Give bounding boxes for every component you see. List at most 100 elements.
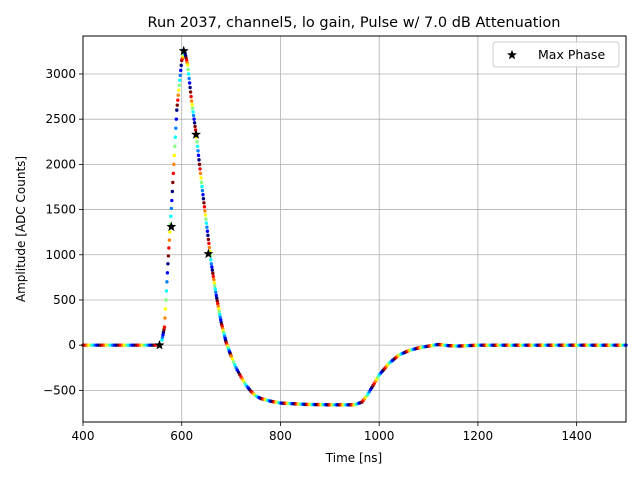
x-tick-label: 800 — [269, 429, 292, 443]
waveform-point — [191, 113, 196, 118]
waveform-point — [174, 126, 178, 130]
waveform-point — [207, 245, 212, 250]
x-tick-label: 600 — [170, 429, 193, 443]
waveform-point — [170, 198, 174, 203]
waveform-point — [204, 217, 208, 221]
waveform-point — [176, 93, 180, 97]
waveform-point — [233, 363, 237, 367]
waveform-point — [171, 171, 176, 176]
max-phase-star — [166, 221, 177, 231]
x-axis-label: Time [ns] — [325, 451, 382, 465]
y-tick-label: −500 — [43, 383, 76, 397]
waveform-point — [215, 299, 219, 303]
chart-title: Run 2037, channel5, lo gain, Pulse w/ 7.… — [148, 15, 561, 31]
x-tick-label: 1000 — [364, 429, 395, 443]
waveform-point — [198, 167, 202, 171]
waveform-point — [230, 357, 235, 361]
waveform-point — [168, 230, 172, 234]
waveform-point — [162, 325, 167, 329]
waveform-point — [160, 338, 164, 342]
waveform-point — [206, 233, 210, 238]
max-phase-star — [203, 248, 214, 259]
waveform-point — [172, 162, 176, 167]
waveform-point — [172, 153, 177, 158]
waveform-point — [216, 304, 220, 308]
waveform-point — [213, 287, 217, 291]
x-tick-label: 400 — [72, 429, 95, 443]
waveform-point — [217, 310, 221, 314]
waveform-point — [169, 206, 174, 211]
waveform-point — [229, 354, 233, 358]
waveform-point — [192, 121, 197, 125]
waveform-point — [189, 94, 193, 99]
waveform-point — [189, 99, 194, 103]
max-phase-markers — [154, 45, 214, 350]
waveform-point — [205, 225, 209, 229]
legend-star-icon — [507, 49, 517, 60]
waveform-point — [209, 262, 214, 266]
legend: Max Phase — [492, 41, 620, 68]
waveform-point — [167, 238, 172, 242]
waveform-point — [231, 360, 236, 364]
waveform-point — [192, 117, 196, 121]
waveform-point — [166, 254, 171, 258]
y-tick-label: 500 — [53, 293, 76, 307]
waveform-point — [218, 315, 222, 319]
waveform-point — [204, 221, 209, 225]
waveform-point — [167, 246, 171, 250]
waveform-point — [176, 98, 180, 102]
waveform-point — [215, 296, 219, 300]
waveform-point — [195, 140, 199, 144]
x-tick-label: 1400 — [561, 429, 592, 443]
waveform-point — [210, 268, 215, 272]
waveform-point — [190, 106, 195, 111]
waveform-point — [195, 144, 200, 148]
waveform-point — [188, 85, 192, 90]
waveform-point — [216, 301, 220, 306]
waveform-point — [196, 149, 200, 153]
waveform-point — [202, 201, 206, 205]
x-axis-ticks: 400 600 800 1000 1200 1400 — [72, 422, 592, 443]
waveform-point — [186, 72, 191, 76]
y-tick-label: 1000 — [45, 248, 76, 262]
waveform-point — [211, 274, 216, 279]
waveform-point — [219, 318, 223, 322]
waveform-point — [171, 180, 175, 185]
waveform-point — [199, 176, 203, 180]
legend-box — [492, 41, 620, 68]
waveform-point — [187, 81, 192, 85]
waveform-point — [200, 188, 205, 193]
legend-label-max-phase: Max Phase — [538, 47, 605, 62]
waveform-series — [81, 49, 628, 407]
waveform-point — [199, 180, 204, 185]
waveform-point — [191, 110, 195, 114]
waveform-point — [160, 335, 165, 340]
waveform-point — [214, 293, 218, 298]
waveform-point — [213, 284, 217, 288]
waveform-point — [209, 258, 213, 262]
max-phase-star — [191, 129, 201, 139]
waveform-point — [173, 144, 177, 148]
waveform-point — [177, 83, 181, 87]
waveform-point — [178, 78, 182, 83]
waveform-point — [207, 241, 211, 246]
max-phase-star — [154, 339, 165, 350]
waveform-point — [177, 88, 181, 92]
waveform-point — [203, 213, 208, 217]
max-phase-star — [178, 45, 189, 56]
waveform-point — [212, 277, 216, 282]
waveform-point — [200, 184, 204, 189]
waveform-point — [161, 330, 166, 334]
waveform-point — [162, 327, 166, 332]
waveform-point — [211, 271, 215, 275]
waveform-point — [163, 316, 167, 320]
y-tick-label: 2500 — [45, 112, 76, 126]
waveform-point — [214, 290, 218, 294]
waveform-point — [186, 67, 190, 72]
y-axis-label: Amplitude [ADC Counts] — [14, 156, 28, 302]
waveform-point — [178, 73, 182, 78]
plot-frame — [82, 35, 627, 423]
y-axis-ticks: −500 0 500 1000 1500 2000 2500 3000 — [43, 67, 83, 397]
waveform-point — [166, 262, 170, 266]
